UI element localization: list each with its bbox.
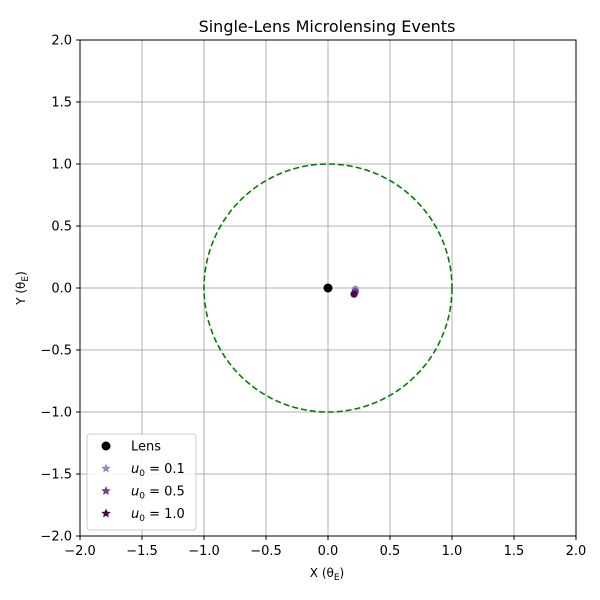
legend-label: u0 = 1.0 xyxy=(131,507,185,524)
einstein-ring-layer xyxy=(203,163,453,413)
legend-label: Lens xyxy=(131,440,161,455)
y-axis-label-main: Y (θ xyxy=(14,282,28,306)
legend-frame xyxy=(86,433,197,531)
y-tick-label: 0.0 xyxy=(51,282,72,297)
legend-label-var: u xyxy=(131,507,139,522)
x-axis-label-end: ) xyxy=(340,566,345,580)
legend-marker-star xyxy=(101,486,111,496)
y-axis-label-sub: E xyxy=(21,276,31,282)
legend-label: u0 = 0.5 xyxy=(131,485,185,502)
legend-label-value: = 1.0 xyxy=(145,507,185,522)
x-axis-label: X (θE) xyxy=(310,566,344,583)
legend-label-value: = 0.1 xyxy=(145,462,185,477)
legend-label-var: u xyxy=(131,462,139,477)
einstein-ring xyxy=(203,163,453,413)
chart-title: Single-Lens Microlensing Events xyxy=(199,17,456,36)
legend-label-sub: 0 xyxy=(139,514,145,524)
y-tick-label: 1.0 xyxy=(51,158,72,173)
lens-point xyxy=(323,283,333,293)
x-tick-label: −1.5 xyxy=(126,544,158,559)
y-axis-label-end: ) xyxy=(14,271,28,276)
y-tick-label: 2.0 xyxy=(51,34,72,49)
y-tick-label: 0.5 xyxy=(51,220,72,235)
y-tick-label: −2.0 xyxy=(40,530,72,545)
axis-ticks: −2.0 −1.5 −1.0 −0.5 0.0 0.5 1.0 1.5 2.0 −2.0 −1.5 −… xyxy=(40,34,586,560)
x-tick-label: −2.0 xyxy=(64,544,96,559)
legend-marker-star xyxy=(101,508,111,518)
x-tick-label: −1.0 xyxy=(188,544,220,559)
legend-label-value: = 0.5 xyxy=(145,485,185,500)
x-tick-label: 1.5 xyxy=(504,544,525,559)
x-tick-label: −0.5 xyxy=(250,544,282,559)
y-tick-label: 1.5 xyxy=(51,96,72,111)
data-points xyxy=(323,283,359,298)
x-tick-label: 2.0 xyxy=(566,544,587,559)
x-tick-label: 0.5 xyxy=(380,544,401,559)
event-point-3 xyxy=(350,290,358,298)
legend-label-sub: 0 xyxy=(139,469,145,479)
legend-label-var: u xyxy=(131,485,139,500)
x-axis-label-main: X (θ xyxy=(310,566,334,580)
legend-marker-lens xyxy=(101,441,111,451)
x-axis-label-sub: E xyxy=(334,573,340,583)
y-tick-label: −1.5 xyxy=(40,468,72,483)
legend-label-sub: 0 xyxy=(139,492,145,502)
x-tick-label: 1.0 xyxy=(442,544,463,559)
y-tick-label: −1.0 xyxy=(40,406,72,421)
y-tick-label: −0.5 xyxy=(40,344,72,359)
legend-label: u0 = 0.1 xyxy=(131,462,185,479)
legend-marker-star xyxy=(101,463,111,473)
y-axis-label: Y (θE) xyxy=(14,271,31,306)
x-tick-label: 0.0 xyxy=(318,544,339,559)
